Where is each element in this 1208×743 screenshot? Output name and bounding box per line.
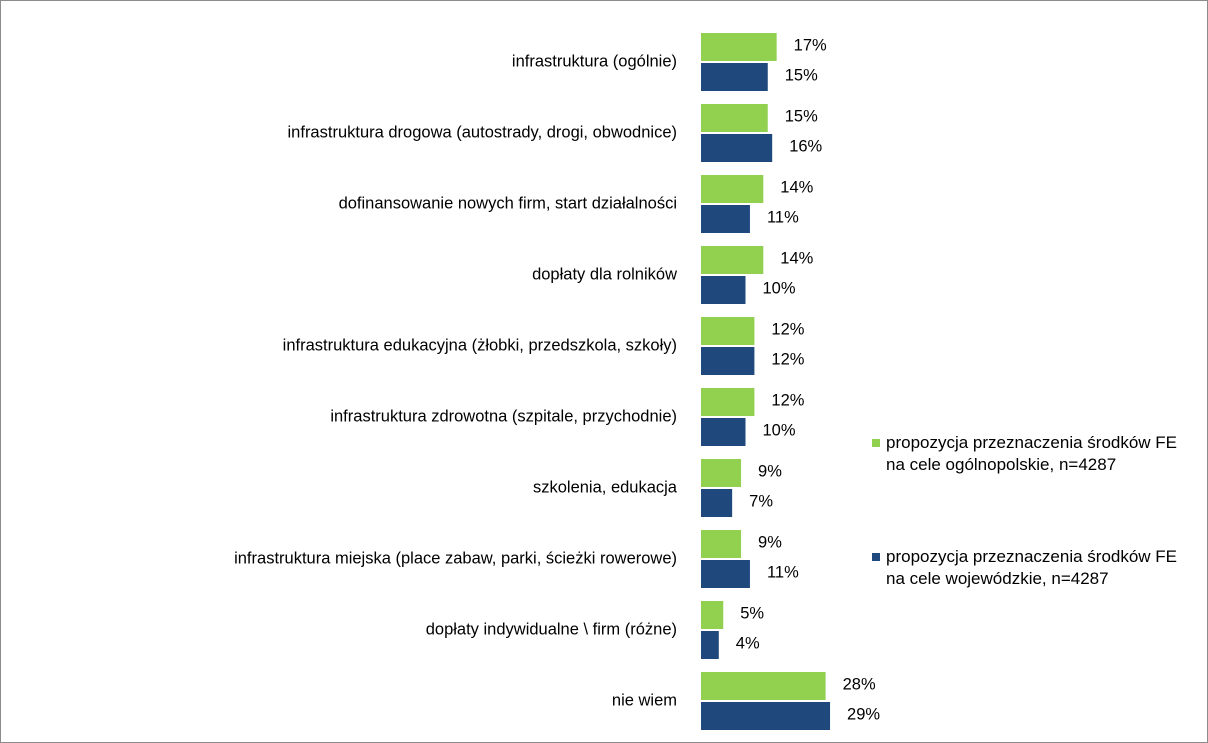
- value-label: 29%: [847, 705, 880, 723]
- category-label: szkolenia, edukacja: [533, 478, 678, 496]
- category-label: dofinansowanie nowych firm, start działa…: [339, 194, 677, 212]
- bar: [701, 560, 750, 588]
- value-label: 28%: [843, 675, 876, 693]
- category-label: infrastruktura drogowa (autostrady, drog…: [288, 123, 677, 141]
- value-label: 15%: [785, 66, 818, 84]
- legend-label: propozycja przeznaczenia środków FE na c…: [886, 433, 1178, 474]
- category-label: infrastruktura (ogólnie): [512, 52, 677, 70]
- category-label: infrastruktura edukacyjna (żłobki, przed…: [283, 336, 677, 354]
- bar: [701, 63, 768, 91]
- legend-swatch: [872, 439, 880, 447]
- value-label: 7%: [749, 492, 773, 510]
- value-label: 11%: [767, 563, 799, 581]
- category-label: dopłaty indywidualne \ firm (różne): [426, 620, 677, 638]
- value-label: 9%: [758, 533, 782, 551]
- legend-item: propozycja przeznaczenia środków FE na c…: [872, 432, 1194, 476]
- bar: [701, 702, 831, 730]
- bar: [701, 388, 755, 416]
- legend-item: propozycja przeznaczenia środków FE na c…: [872, 546, 1194, 590]
- value-label: 5%: [740, 604, 764, 622]
- legend-swatch: [872, 553, 880, 561]
- bar: [701, 347, 755, 375]
- legend-label: propozycja przeznaczenia środków FE na c…: [886, 547, 1178, 588]
- bar: [701, 672, 826, 700]
- bar: [701, 418, 746, 446]
- value-label: 12%: [771, 391, 804, 409]
- category-label: dopłaty dla rolników: [532, 265, 677, 283]
- value-label: 14%: [780, 178, 813, 196]
- bar: [701, 205, 750, 233]
- category-label: infrastruktura zdrowotna (szpitale, przy…: [330, 407, 677, 425]
- bar: [701, 246, 764, 274]
- value-label: 10%: [763, 421, 796, 439]
- value-label: 15%: [785, 107, 818, 125]
- bar: [701, 33, 777, 61]
- value-label: 4%: [736, 634, 760, 652]
- bar: [701, 601, 724, 629]
- bar: [701, 631, 719, 659]
- bar: [701, 276, 746, 304]
- value-label: 12%: [771, 320, 804, 338]
- bar: [701, 104, 768, 132]
- value-label: 11%: [767, 208, 799, 226]
- value-label: 9%: [758, 462, 782, 480]
- value-label: 17%: [794, 36, 827, 54]
- bar: [701, 459, 742, 487]
- category-label: infrastruktura miejska (place zabaw, par…: [234, 549, 677, 567]
- value-label: 12%: [771, 350, 804, 368]
- value-label: 16%: [789, 137, 822, 155]
- bar: [701, 530, 742, 558]
- bar: [701, 175, 764, 203]
- category-label: nie wiem: [612, 691, 677, 709]
- bar: [701, 317, 755, 345]
- bar: [701, 489, 733, 517]
- value-label: 10%: [763, 279, 796, 297]
- value-label: 14%: [780, 249, 813, 267]
- bar: [701, 134, 773, 162]
